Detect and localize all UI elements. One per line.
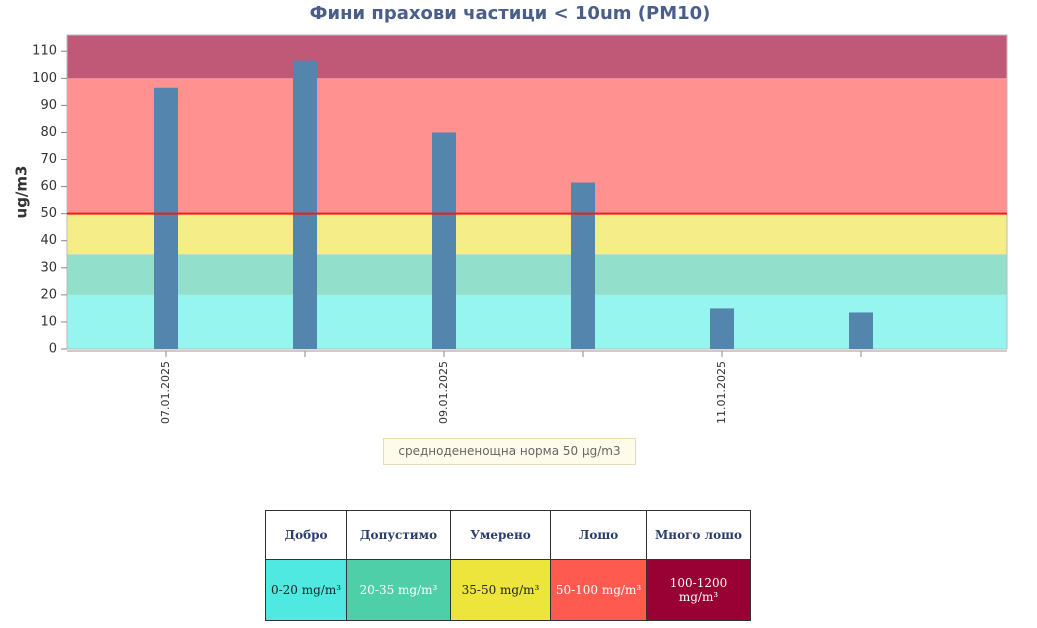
level-name: Много лошо (646, 510, 751, 560)
data-row: 0-20 mg/m³ 20-35 mg/m³ 35-50 mg/m³ 50-100 m… (265, 559, 751, 621)
level-range: 35-50 mg/m³ (450, 559, 551, 621)
bar (571, 182, 595, 349)
level-name: Добро (265, 510, 347, 560)
y-tick-label: 100 (32, 71, 57, 86)
y-tick-label: 30 (40, 260, 57, 275)
bar (432, 132, 456, 349)
bar (154, 87, 178, 349)
x-tick-label: 11.01.2025 (715, 361, 728, 424)
y-tick-label: 110 (32, 44, 57, 59)
level-range: 50-100 mg/m³ (550, 559, 647, 621)
header-row: Добро Допустимо Умерено Лошо Много лошо (265, 510, 751, 560)
zone (67, 35, 1007, 79)
x-tick-label: 07.01.2025 (159, 361, 172, 424)
level-range: 100-1200 mg/m³ (646, 559, 751, 621)
bar (849, 312, 873, 349)
chart: Фини прахови частици < 10um (PM10) ug/m3… (13, 3, 1008, 424)
levels-table: Добро Допустимо Умерено Лошо Много лошо 0-20… (265, 510, 751, 621)
chart-title: Фини прахови частици < 10um (PM10) (310, 3, 711, 24)
legend: среднодененощна норма 50 µg/m3 (383, 438, 636, 465)
y-axis-label: ug/m3 (13, 166, 31, 219)
y-tick-label: 90 (40, 98, 57, 113)
plot-border (66, 34, 1008, 350)
level-name: Допустимо (346, 510, 451, 560)
y-tick-label: 40 (40, 233, 57, 248)
y-tick-label: 10 (40, 314, 57, 329)
y-tick-label: 80 (40, 125, 57, 140)
zone (67, 78, 1007, 214)
y-tick-label: 0 (49, 342, 57, 357)
zone (67, 254, 1007, 295)
level-range: 0-20 mg/m³ (265, 559, 347, 621)
level-name: Умерено (450, 510, 551, 560)
y-tick-label: 20 (40, 287, 57, 302)
y-tick-label: 60 (40, 179, 57, 194)
x-tick-label: 09.01.2025 (437, 361, 450, 424)
level-range: 20-35 mg/m³ (346, 559, 451, 621)
zone (67, 213, 1007, 255)
bar (293, 60, 317, 350)
level-name: Лошо (550, 510, 647, 560)
y-tick-label: 70 (40, 152, 57, 167)
bar (710, 308, 734, 349)
y-tick-label: 50 (40, 206, 57, 221)
